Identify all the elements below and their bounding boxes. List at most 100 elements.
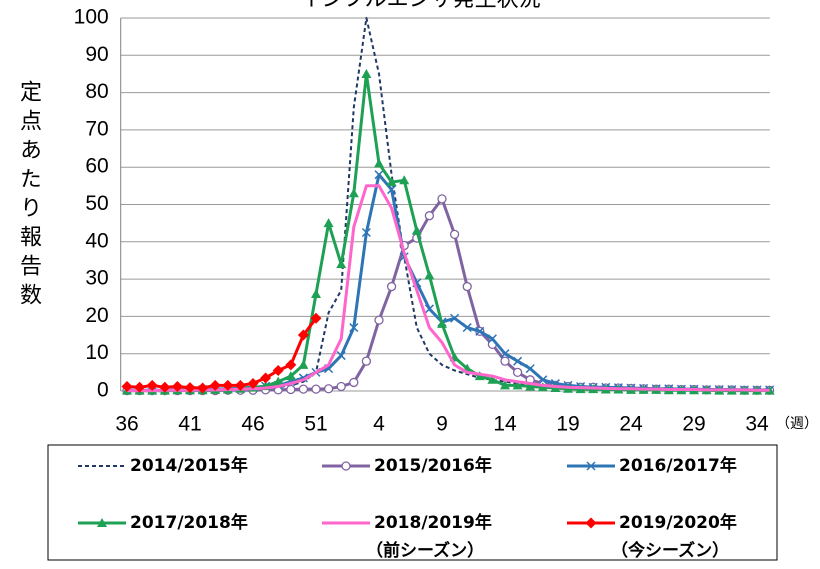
data-point (273, 376, 284, 386)
data-point (387, 185, 397, 195)
y-tick-label: 100 (74, 6, 109, 29)
x-tick-label: 51 (304, 413, 327, 436)
data-point (336, 381, 346, 392)
data-point (349, 377, 359, 388)
chart-title: インフルエンザ発生状況 (299, 0, 540, 12)
legend-box (47, 444, 778, 561)
data-point (171, 381, 183, 393)
data-point (450, 313, 460, 323)
data-point (336, 351, 346, 361)
data-point (323, 384, 334, 394)
series-line (127, 72, 770, 393)
x-tick-label: 24 (619, 413, 643, 436)
data-point (500, 356, 510, 366)
legend-marker (585, 517, 597, 529)
data-point (197, 382, 209, 394)
x-tick-label: 4 (373, 413, 385, 436)
y-tick-label: 20 (85, 304, 108, 327)
data-point (298, 359, 309, 369)
series-line (127, 173, 770, 392)
y-axis-label: 定点あたり報告数 (16, 80, 42, 312)
data-point (500, 349, 510, 359)
legend-marker (341, 461, 351, 471)
x-axis-unit: （週） (776, 416, 818, 432)
data-point (349, 323, 359, 333)
data-point (134, 381, 146, 393)
data-point (374, 315, 384, 325)
data-point (437, 194, 447, 204)
data-point (336, 259, 347, 269)
data-point (361, 356, 372, 366)
data-point (361, 68, 372, 78)
x-tick-label: 29 (682, 413, 705, 436)
y-tick-label: 50 (85, 192, 108, 215)
y-tick-label: 90 (85, 43, 108, 66)
data-point (297, 329, 309, 341)
data-point (222, 379, 234, 391)
data-point (538, 375, 548, 385)
legend-marker (97, 518, 107, 527)
data-point (424, 304, 434, 314)
data-point (285, 359, 297, 371)
data-point (285, 371, 296, 381)
y-tick-label: 10 (85, 341, 108, 364)
legend-label: 2016/2017年 (619, 455, 737, 476)
x-tick-label: 46 (241, 413, 264, 436)
y-tick-label: 60 (85, 155, 108, 178)
data-point (424, 211, 435, 221)
legend-label: 2014/2015年 (130, 455, 248, 476)
data-point (323, 218, 334, 228)
data-point (374, 170, 384, 180)
data-point (449, 229, 460, 239)
y-tick-label: 80 (85, 80, 108, 103)
data-point (146, 379, 158, 391)
data-point (487, 334, 497, 344)
data-point (121, 381, 133, 393)
y-tick-label: 70 (85, 117, 108, 140)
legend-label: 2018/2019年 (374, 512, 492, 533)
data-point (272, 364, 284, 376)
y-tick-label: 0 (97, 379, 109, 402)
y-tick-label: 30 (85, 267, 108, 290)
x-tick-label: 9 (436, 413, 448, 436)
data-point (487, 374, 498, 384)
legend-label: 2017/2018年 (130, 512, 248, 533)
data-point (209, 379, 221, 391)
data-point (525, 364, 535, 374)
y-tick-label: 40 (85, 229, 108, 252)
series-line (126, 317, 318, 390)
x-tick-label: 14 (493, 413, 517, 436)
data-point (260, 372, 272, 384)
data-point (386, 177, 397, 187)
data-point (234, 379, 246, 391)
data-point (411, 225, 422, 235)
series-line (127, 184, 770, 393)
data-point (286, 384, 296, 395)
data-point (374, 158, 384, 168)
data-point (159, 381, 171, 393)
data-point (462, 323, 472, 333)
data-point (184, 382, 196, 394)
data-point (513, 356, 523, 366)
data-point (525, 381, 536, 391)
data-point (310, 312, 322, 324)
series-line (127, 197, 770, 393)
data-point (424, 270, 435, 280)
legend-subtitle: （前シーズン） (366, 540, 484, 561)
legend-subtitle: （今シーズン） (611, 540, 729, 561)
data-point (361, 227, 371, 238)
data-point (298, 384, 309, 394)
data-point (399, 175, 410, 185)
legend-label: 2019/2020年 (619, 512, 737, 533)
data-point (500, 380, 510, 390)
data-point (386, 281, 397, 292)
data-point (462, 281, 472, 292)
data-point (437, 318, 447, 328)
data-point (311, 384, 321, 394)
x-tick-label: 34 (745, 413, 769, 436)
data-point (512, 367, 523, 378)
legend-label: 2015/2016年 (374, 455, 492, 476)
data-point (512, 380, 523, 390)
x-tick-label: 41 (178, 413, 201, 436)
